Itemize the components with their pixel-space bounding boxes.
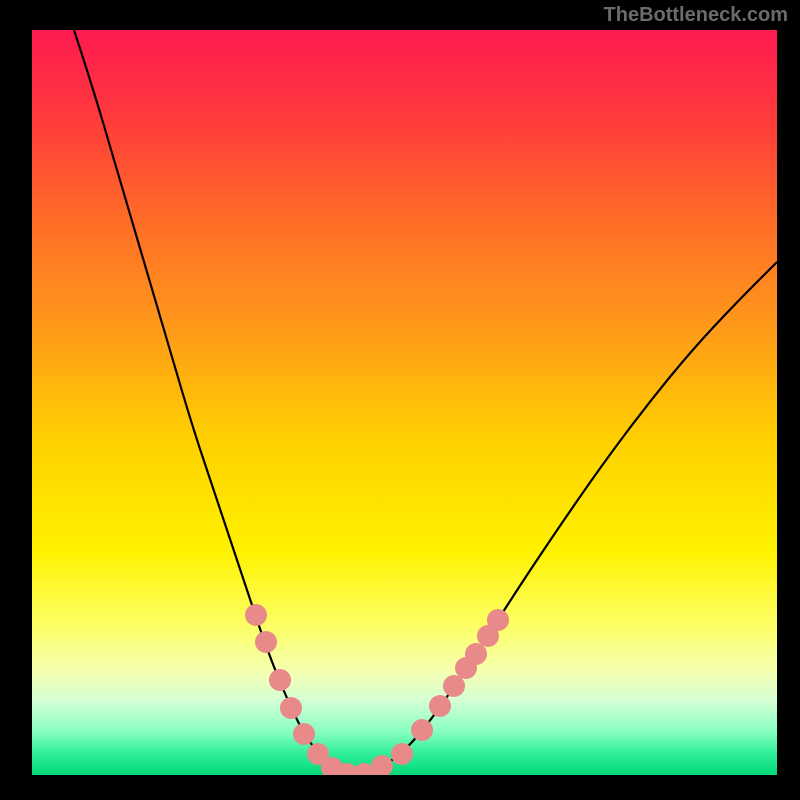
marker-point — [371, 755, 393, 775]
marker-point — [487, 609, 509, 631]
marker-point — [245, 604, 267, 626]
marker-point — [293, 723, 315, 745]
marker-point — [443, 675, 465, 697]
watermark-text: TheBottleneck.com — [604, 4, 788, 27]
marker-point — [269, 669, 291, 691]
marker-point — [391, 743, 413, 765]
bottleneck-curve — [74, 30, 777, 774]
chart-svg — [32, 30, 777, 775]
plot-area — [32, 30, 777, 775]
marker-point — [280, 697, 302, 719]
marker-point — [429, 695, 451, 717]
chart-container: TheBottleneck.com — [0, 0, 800, 800]
marker-point — [411, 719, 433, 741]
marker-point — [255, 631, 277, 653]
marker-point — [465, 643, 487, 665]
